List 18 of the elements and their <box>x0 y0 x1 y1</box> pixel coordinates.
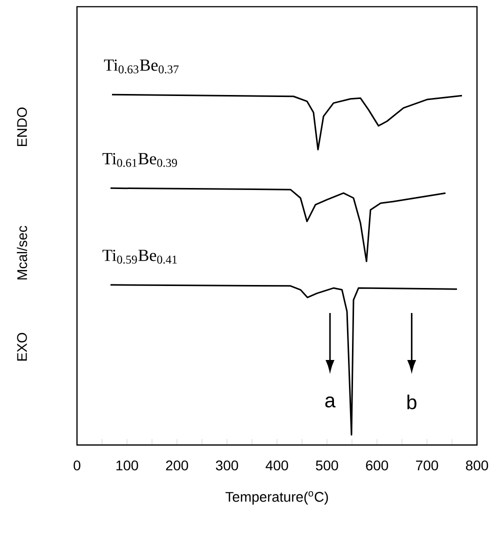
x-tick-label: 100 <box>116 460 138 470</box>
text: EXO <box>17 332 27 361</box>
series-label: Ti$_{0.61}$Be$_{0.39}$ <box>102 152 177 167</box>
series-label: Ti$_{0.63}$Be$_{0.37}$ <box>104 59 179 74</box>
annotation: a <box>325 396 336 408</box>
series-label: Ti$_{0.59}$Be$_{0.41}$ <box>102 250 177 264</box>
annotation: b <box>407 394 416 410</box>
x-tick-label: 800 <box>466 460 488 470</box>
x-axis-title: Temperature($^{o}$C) <box>226 491 328 505</box>
text: ENDO <box>17 108 27 146</box>
x-tick-label: 600 <box>366 460 388 470</box>
x-tick-label: 500 <box>316 460 338 470</box>
x-tick-label: 300 <box>216 460 238 470</box>
y-axis-title: Mcal/sec <box>16 226 28 280</box>
x-tick-label: 400 <box>266 460 288 470</box>
x-tick-label: 0 <box>74 460 80 470</box>
x-tick-label: 200 <box>166 460 188 470</box>
x-tick-label: 700 <box>416 460 438 470</box>
